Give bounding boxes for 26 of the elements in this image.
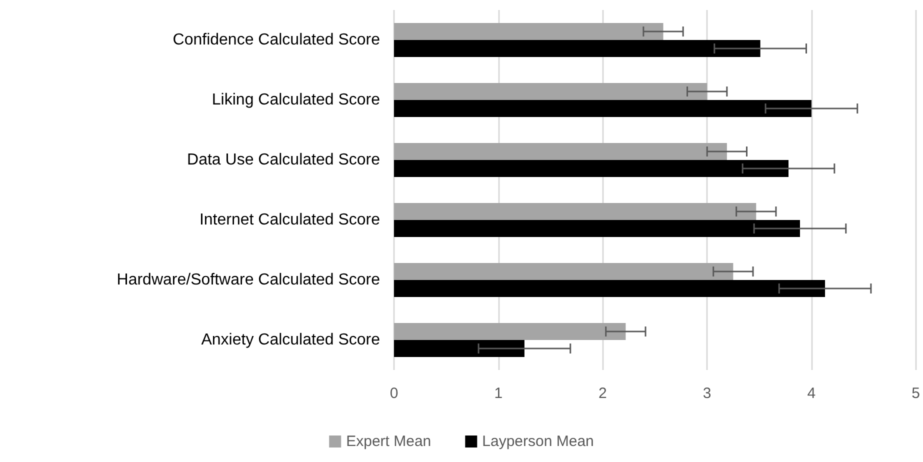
y-tick-label: Hardware/Software Calculated Score	[116, 272, 380, 288]
bar	[394, 263, 734, 280]
x-tick-label: 3	[702, 385, 712, 402]
bar	[394, 143, 727, 160]
bar	[394, 83, 708, 100]
bar	[394, 203, 756, 220]
x-tick-label: 0	[390, 385, 398, 402]
x-tick-label: 2	[598, 385, 607, 402]
bar	[394, 160, 789, 177]
y-tick-label: Internet Calculated Score	[199, 212, 380, 228]
legend-label: Layperson Mean	[482, 433, 594, 450]
bar	[394, 340, 524, 357]
y-tick-label: Data Use Calculated Score	[187, 152, 380, 168]
legend-label: Expert Mean	[346, 433, 432, 450]
y-tick-label: Confidence Calculated Score	[172, 32, 380, 48]
y-tick-label: Anxiety Calculated Score	[201, 332, 380, 348]
bar	[394, 40, 760, 57]
bar	[394, 323, 626, 340]
bar	[394, 23, 664, 40]
bar	[394, 100, 812, 117]
bar	[394, 280, 826, 297]
x-tick-label: 1	[494, 385, 503, 402]
y-tick-label: Liking Calculated Score	[212, 92, 380, 108]
x-tick-label: 5	[912, 385, 920, 402]
x-tick-label: 4	[807, 385, 816, 402]
bar	[394, 220, 800, 237]
